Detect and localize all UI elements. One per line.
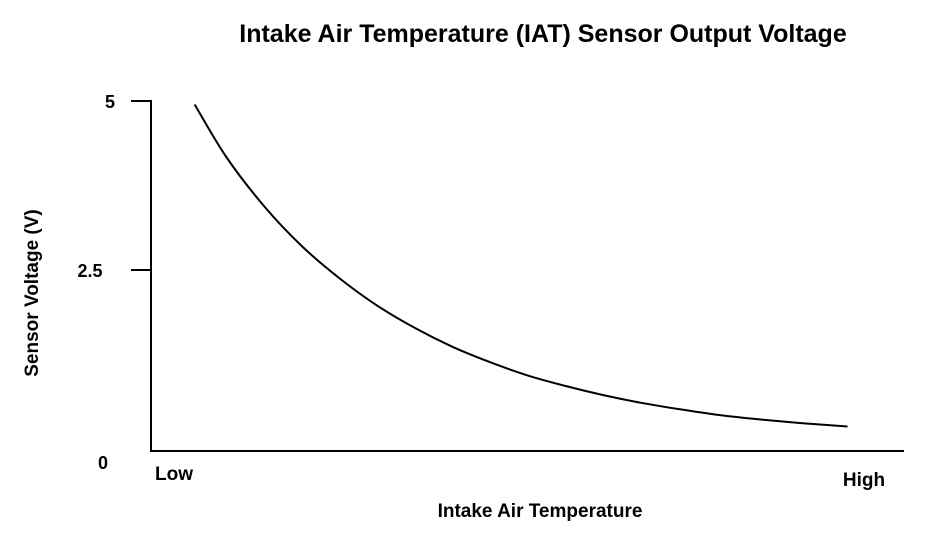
x-tick-label-high: High — [843, 470, 885, 491]
series-line — [193, 103, 848, 428]
y-axis-label: Sensor Voltage (V) — [22, 209, 43, 377]
chart-title: Intake Air Temperature (IAT) Sensor Outp… — [239, 20, 847, 48]
y-tick-label-5: 5 — [105, 92, 115, 112]
x-axis-label: Intake Air Temperature — [438, 501, 643, 522]
y-tick-label-0: 0 — [98, 453, 108, 473]
x-tick-label-low: Low — [155, 464, 193, 485]
y-tick-label-2.5: 2.5 — [77, 261, 102, 281]
